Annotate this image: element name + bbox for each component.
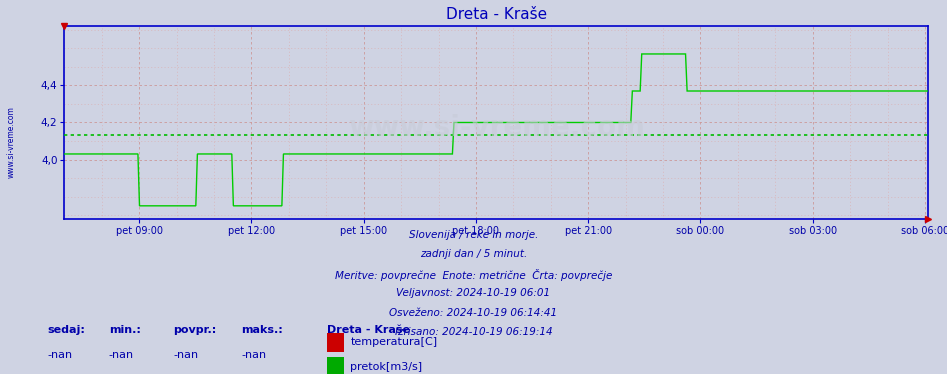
- Text: sedaj:: sedaj:: [47, 325, 85, 335]
- Text: Slovenija / reke in morje.: Slovenija / reke in morje.: [409, 230, 538, 240]
- Text: maks.:: maks.:: [241, 325, 283, 335]
- Text: Veljavnost: 2024-10-19 06:01: Veljavnost: 2024-10-19 06:01: [397, 288, 550, 298]
- Text: Meritve: povprečne  Enote: metrične  Črta: povprečje: Meritve: povprečne Enote: metrične Črta:…: [335, 269, 612, 281]
- Text: zadnji dan / 5 minut.: zadnji dan / 5 minut.: [420, 249, 527, 260]
- Text: www.si-vreme.com: www.si-vreme.com: [348, 114, 645, 142]
- Text: -nan: -nan: [173, 350, 199, 360]
- Text: pretok[m3/s]: pretok[m3/s]: [350, 362, 422, 371]
- Text: Izrisano: 2024-10-19 06:19:14: Izrisano: 2024-10-19 06:19:14: [395, 327, 552, 337]
- Text: Dreta - Kraše: Dreta - Kraše: [327, 325, 410, 335]
- Text: min.:: min.:: [109, 325, 141, 335]
- Title: Dreta - Kraše: Dreta - Kraše: [446, 7, 546, 22]
- Text: -nan: -nan: [109, 350, 134, 360]
- Text: povpr.:: povpr.:: [173, 325, 217, 335]
- Text: temperatura[C]: temperatura[C]: [350, 337, 438, 347]
- Text: www.si-vreme.com: www.si-vreme.com: [7, 106, 16, 178]
- Text: Osveženo: 2024-10-19 06:14:41: Osveženo: 2024-10-19 06:14:41: [389, 308, 558, 318]
- Text: -nan: -nan: [241, 350, 267, 360]
- Text: -nan: -nan: [47, 350, 73, 360]
